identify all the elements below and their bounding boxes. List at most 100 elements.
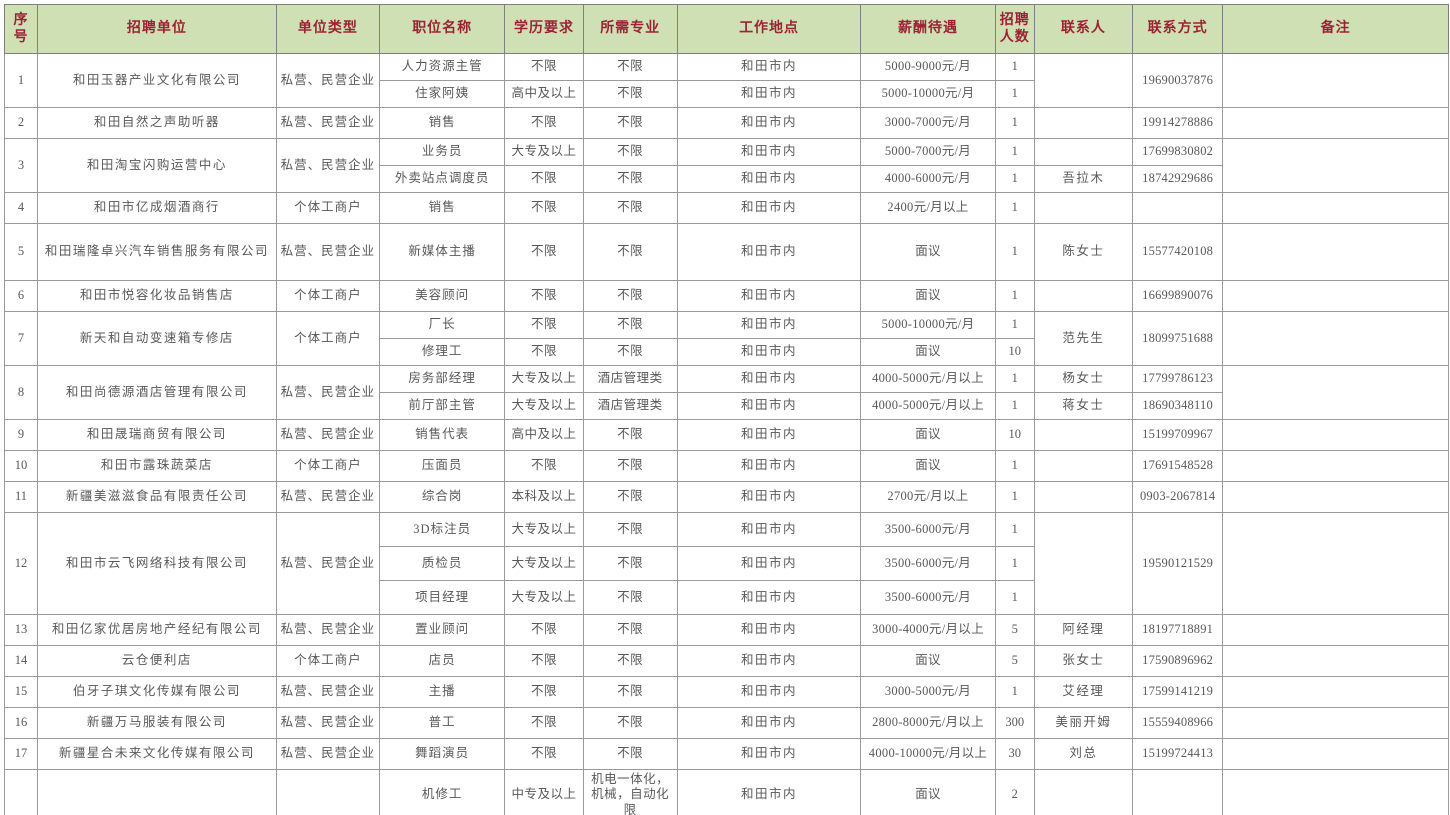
cell-seq[interactable]: 1 <box>3 53 39 108</box>
cell-type[interactable]: 个体工商户 <box>275 192 381 224</box>
cell-loc[interactable]: 和田市内 <box>676 223 862 281</box>
cell-note[interactable] <box>1222 481 1449 513</box>
cell-edu[interactable]: 不限 <box>504 450 584 482</box>
cell-edu[interactable]: 本科及以上 <box>504 481 584 513</box>
cell-contact-person[interactable] <box>1033 450 1134 482</box>
cell-seq[interactable]: 17 <box>3 738 39 770</box>
column-header-seq[interactable]: 序号 <box>3 4 39 54</box>
cell-note[interactable] <box>1222 512 1449 615</box>
cell-count[interactable]: 1 <box>994 80 1035 108</box>
table-row[interactable]: 17 新疆星合未来文化传媒有限公司 私营、民营企业 舞蹈演员 不限 不限 和田市内 4000-… <box>3 738 1449 770</box>
cell-major[interactable]: 不限 <box>582 80 678 108</box>
cell-job[interactable]: 店员 <box>379 645 506 677</box>
cell-note[interactable] <box>1222 223 1449 281</box>
cell-major[interactable]: 不限 <box>582 223 678 281</box>
cell-edu[interactable]: 大专及以上 <box>504 365 584 393</box>
cell-job[interactable]: 压面员 <box>379 450 506 482</box>
cell-pay[interactable]: 5000-10000元/月 <box>860 80 996 108</box>
table-row[interactable]: 2 和田自然之声助听器 私营、民营企业 销售 不限 不限 和田市内 3000-7000元/月 1… <box>3 107 1449 139</box>
cell-note[interactable] <box>1222 53 1449 108</box>
cell-seq[interactable]: 18 <box>3 769 39 815</box>
cell-type[interactable]: 私营、民营企业 <box>275 676 381 708</box>
cell-note[interactable] <box>1222 311 1449 366</box>
cell-edu[interactable]: 高中及以上 <box>504 80 584 108</box>
cell-contact-person[interactable] <box>1033 53 1134 108</box>
cell-contact-phone[interactable]: 18099751688 <box>1132 311 1224 366</box>
cell-pay[interactable]: 面议 <box>860 450 996 482</box>
cell-contact-person[interactable] <box>1033 481 1134 513</box>
table-row[interactable]: 项目经理 大专及以上 不限 和田市内 3500-6000元/月 1 <box>5 580 1449 615</box>
cell-count[interactable]: 1 <box>994 450 1035 482</box>
cell-count[interactable]: 1 <box>994 165 1035 193</box>
cell-count[interactable]: 1 <box>994 365 1035 393</box>
cell-contact-phone[interactable]: 15577420108 <box>1132 223 1224 281</box>
cell-contact-phone[interactable]: 19590121529 <box>1132 512 1224 615</box>
cell-contact-person[interactable] <box>1033 512 1134 615</box>
cell-pay[interactable]: 5000-7000元/月 <box>860 138 996 166</box>
cell-contact-person[interactable]: 陈女士 <box>1033 223 1134 281</box>
table-row[interactable]: 7 新天和自动变速箱专修店 个体工商户 厂长 不限 不限 和田市内 5000-10000元/月… <box>3 311 1449 366</box>
cell-major[interactable]: 不限 <box>582 311 678 339</box>
cell-note[interactable] <box>1222 450 1449 482</box>
cell-note[interactable] <box>1222 280 1449 312</box>
cell-job[interactable]: 房务部经理 <box>379 365 506 393</box>
table-row[interactable]: 14 云仓便利店 个体工商户 店员 不限 不限 和田市内 面议 5 张女士 17590896962 <box>3 645 1449 677</box>
cell-pay[interactable]: 面议 <box>860 645 996 677</box>
cell-contact-phone[interactable]: 17599141219 <box>1132 676 1224 708</box>
cell-edu[interactable]: 不限 <box>504 676 584 708</box>
cell-job[interactable]: 机修工 <box>379 769 506 815</box>
cell-edu[interactable]: 不限 <box>504 738 584 770</box>
cell-job[interactable]: 销售代表 <box>379 419 506 451</box>
cell-pay[interactable]: 2700元/月以上 <box>860 481 996 513</box>
cell-contact-person[interactable] <box>1033 192 1134 224</box>
cell-loc[interactable]: 和田市内 <box>676 645 862 677</box>
cell-contact-phone[interactable]: 18016903225 <box>1132 769 1224 815</box>
cell-seq[interactable]: 9 <box>3 419 39 451</box>
cell-pay[interactable]: 2800-8000元/月以上 <box>860 707 996 739</box>
cell-count[interactable]: 1 <box>994 580 1035 615</box>
cell-pay[interactable]: 3000-7000元/月 <box>860 107 996 139</box>
cell-contact-person[interactable]: 吾拉木 <box>1033 165 1134 193</box>
cell-major[interactable]: 不限 <box>582 419 678 451</box>
column-header-loc[interactable]: 工作地点 <box>676 4 862 54</box>
cell-job[interactable]: 项目经理 <box>379 580 506 615</box>
cell-loc[interactable]: 和田市内 <box>676 311 862 339</box>
cell-major[interactable]: 不限 <box>582 707 678 739</box>
cell-edu[interactable]: 不限 <box>504 645 584 677</box>
cell-count[interactable]: 5 <box>994 645 1035 677</box>
column-header-job[interactable]: 职位名称 <box>379 4 506 54</box>
cell-major[interactable]: 不限 <box>582 53 678 81</box>
cell-unit[interactable]: 和田晟瑞商贸有限公司 <box>37 419 277 451</box>
cell-seq[interactable]: 3 <box>3 138 39 193</box>
table-row[interactable]: 8 和田尚德源酒店管理有限公司 私营、民营企业 房务部经理 大专及以上 酒店管理类 和田市内… <box>3 365 1449 420</box>
cell-loc[interactable]: 和田市内 <box>676 481 862 513</box>
cell-major[interactable]: 不限 <box>582 338 678 366</box>
cell-loc[interactable]: 和田市内 <box>676 365 862 393</box>
cell-major[interactable]: 不限 <box>582 481 678 513</box>
cell-loc[interactable]: 和田市内 <box>676 192 862 224</box>
cell-type[interactable]: 私营、民营企业 <box>275 614 381 646</box>
cell-unit[interactable]: 和田市露珠蔬菜店 <box>37 450 277 482</box>
cell-contact-phone[interactable]: 15559408966 <box>1132 707 1224 739</box>
cell-major[interactable]: 酒店管理类 <box>582 365 678 393</box>
table-row[interactable]: 修理工 不限 不限 和田市内 面议 10 <box>5 338 1449 366</box>
cell-note[interactable] <box>1222 645 1449 677</box>
cell-contact-phone[interactable]: 19914278886 <box>1132 107 1224 139</box>
cell-contact-phone[interactable]: 18690348110 <box>1132 392 1224 420</box>
cell-unit[interactable]: 和田玉器产业文化有限公司 <box>37 53 277 108</box>
cell-job[interactable]: 置业顾问 <box>379 614 506 646</box>
cell-major[interactable]: 不限 <box>582 138 678 166</box>
cell-job[interactable]: 普工 <box>379 707 506 739</box>
column-header-unit[interactable]: 招聘单位 <box>37 4 277 54</box>
cell-type[interactable]: 私营、民营企业 <box>275 738 381 770</box>
cell-job[interactable]: 销售 <box>379 192 506 224</box>
cell-unit[interactable]: 新疆星合未来文化传媒有限公司 <box>37 738 277 770</box>
cell-contact-person[interactable] <box>1033 138 1134 166</box>
cell-unit[interactable]: 和田市悦容化妆品销售店 <box>37 280 277 312</box>
cell-job[interactable]: 主播 <box>379 676 506 708</box>
cell-job[interactable]: 修理工 <box>379 338 506 366</box>
cell-loc[interactable]: 和田市内 <box>676 338 862 366</box>
cell-type[interactable]: 个体工商户 <box>275 311 381 366</box>
cell-major[interactable]: 不限 <box>582 614 678 646</box>
cell-contact-phone[interactable]: 0903-2067814 <box>1132 481 1224 513</box>
